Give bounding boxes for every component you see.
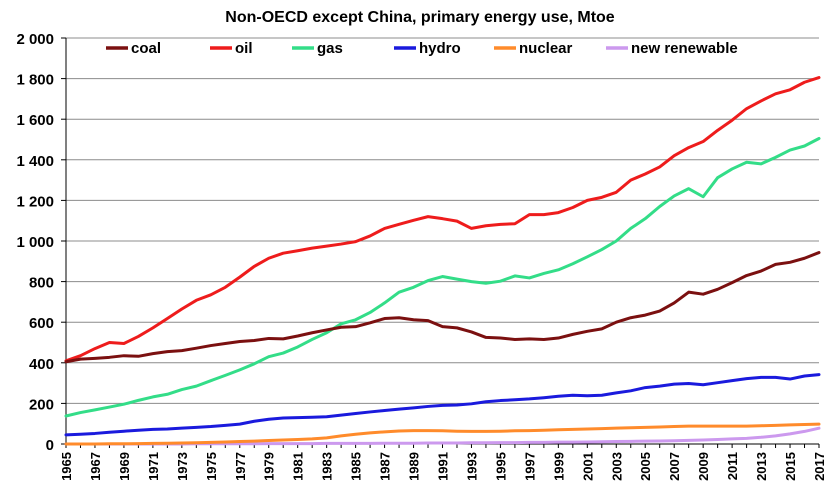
x-tick-label: 1995 bbox=[493, 452, 508, 481]
x-tick-label: 1977 bbox=[233, 452, 248, 481]
x-tick-label: 1989 bbox=[407, 452, 422, 481]
x-tick-label: 2017 bbox=[812, 452, 827, 481]
y-tick-label: 2 000 bbox=[16, 31, 54, 48]
series-line-coal bbox=[64, 251, 821, 364]
grid-lines bbox=[66, 37, 819, 404]
series-line-nuclear bbox=[64, 422, 821, 446]
x-tick-label: 1973 bbox=[175, 452, 190, 481]
y-tick-label: 1 200 bbox=[16, 193, 54, 210]
series-line-oil bbox=[64, 76, 821, 363]
x-tick-label: 1997 bbox=[522, 452, 537, 481]
x-tick-label: 1991 bbox=[436, 452, 451, 481]
y-tick-label: 1 800 bbox=[16, 72, 54, 89]
x-tick-label: 1999 bbox=[551, 452, 566, 481]
x-tick-label: 1985 bbox=[349, 452, 364, 481]
x-tick-label: 1993 bbox=[464, 452, 479, 481]
legend-label: coal bbox=[131, 40, 161, 57]
series-line-gas bbox=[64, 136, 821, 418]
y-tick-label: 200 bbox=[29, 396, 54, 413]
x-tick-label: 2003 bbox=[609, 452, 624, 481]
x-tick-label: 1987 bbox=[378, 452, 393, 481]
x-tick-label: 2013 bbox=[754, 452, 769, 481]
axes bbox=[61, 37, 820, 448]
legend-label: nuclear bbox=[519, 40, 573, 57]
x-tick-label: 2007 bbox=[667, 452, 682, 481]
legend-label: hydro bbox=[419, 40, 461, 57]
chart-title: Non-OECD except China, primary energy us… bbox=[225, 9, 615, 26]
x-tick-label: 2011 bbox=[725, 452, 740, 480]
x-tick-label: 2015 bbox=[783, 452, 798, 481]
legend-label: new renewable bbox=[631, 40, 738, 57]
legend-label: gas bbox=[317, 40, 343, 57]
y-tick-label: 1 600 bbox=[16, 112, 54, 129]
y-tick-label: 400 bbox=[29, 356, 54, 373]
series-line-hydro bbox=[64, 373, 821, 437]
y-tick-label: 1 000 bbox=[16, 234, 54, 251]
y-tick-labels: 0 200 400 600 800 1 000 1 200 1 400 1 600 1 800 2 … bbox=[16, 31, 54, 454]
series-lines bbox=[64, 76, 821, 446]
x-tick-label: 1965 bbox=[59, 452, 74, 481]
x-tick-labels: 1965 1967 1969 1971 1973 1975 1977 1979 1981 1983… bbox=[59, 452, 827, 481]
x-tick-label: 1975 bbox=[204, 452, 219, 481]
x-tick-label: 1979 bbox=[262, 452, 277, 481]
x-tick-label: 1967 bbox=[88, 452, 103, 481]
y-tick-label: 0 bbox=[46, 437, 54, 454]
x-tick-label: 1981 bbox=[291, 452, 306, 481]
legend-label: oil bbox=[235, 40, 253, 57]
y-tick-label: 800 bbox=[29, 275, 54, 292]
y-tick-label: 1 400 bbox=[16, 153, 54, 170]
x-tick-label: 1983 bbox=[320, 452, 335, 481]
x-tick-label: 2001 bbox=[580, 452, 595, 481]
x-tick-label: 1971 bbox=[146, 452, 161, 481]
x-tick-label: 2005 bbox=[638, 452, 653, 481]
legend: coal oil gas hydro nuclear new renewable bbox=[106, 40, 738, 57]
x-tick-label: 1969 bbox=[117, 452, 132, 481]
x-tick-label: 2009 bbox=[696, 452, 711, 481]
y-tick-label: 600 bbox=[29, 315, 54, 332]
